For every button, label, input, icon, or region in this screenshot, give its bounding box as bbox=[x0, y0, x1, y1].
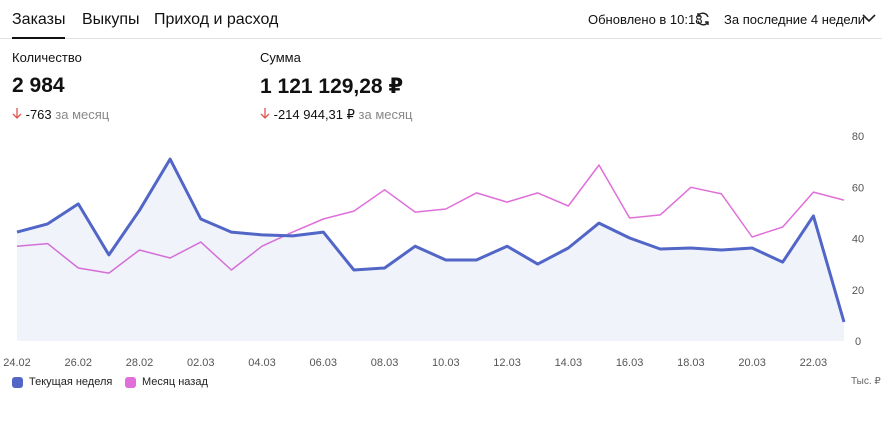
legend-label: Месяц назад bbox=[142, 376, 208, 388]
metric-change: -214 944,31 ₽ за месяц bbox=[260, 107, 413, 123]
change-value: -214 944,31 ₽ bbox=[273, 107, 355, 122]
top-bar: Заказы Выкупы Приход и расход Обновлено … bbox=[0, 0, 882, 39]
update-status: Обновлено в 10:18 bbox=[588, 12, 703, 27]
legend-item[interactable]: Текущая неделя bbox=[12, 376, 112, 388]
legend-label: Текущая неделя bbox=[29, 376, 113, 388]
y-tick-label: 80 bbox=[852, 131, 864, 143]
line bbox=[16, 164, 845, 274]
unit-label: Тыс. ₽ bbox=[851, 376, 881, 387]
legend-item[interactable]: Месяц назад bbox=[125, 376, 208, 388]
down-arrow bbox=[260, 108, 270, 119]
period-select[interactable]: За последние 4 недели bbox=[724, 12, 866, 27]
down-arrow bbox=[12, 108, 22, 119]
x-tick-label: 04.03 bbox=[248, 357, 276, 369]
x-tick-label: 24.02 bbox=[3, 357, 31, 369]
x-tick-label: 02.03 bbox=[187, 357, 215, 369]
metric-value: 2 984 bbox=[12, 74, 65, 97]
tab[interactable]: Выкупы bbox=[82, 11, 140, 28]
metric-label: Количество bbox=[12, 50, 82, 65]
x-tick-label: 12.03 bbox=[493, 357, 521, 369]
change-note: за месяц bbox=[358, 107, 413, 122]
chevron[interactable] bbox=[862, 13, 876, 23]
legend-swatch bbox=[12, 376, 23, 388]
x-tick-label: 06.03 bbox=[310, 357, 338, 369]
y-tick-label: 0 bbox=[855, 336, 861, 348]
x-tick-label: 16.03 bbox=[616, 357, 644, 369]
x-tick-label: 22.03 bbox=[800, 357, 828, 369]
x-tick-label: 18.03 bbox=[677, 357, 705, 369]
metric-change: -763 за месяц bbox=[12, 107, 109, 122]
y-tick-label: 20 bbox=[852, 285, 864, 297]
area bbox=[17, 159, 844, 341]
x-tick-label: 20.03 bbox=[738, 357, 766, 369]
y-tick-label: 60 bbox=[852, 182, 864, 194]
change-note: за месяц bbox=[55, 107, 110, 122]
metric-label: Сумма bbox=[260, 50, 301, 65]
line bbox=[16, 157, 846, 323]
tab[interactable]: Заказы bbox=[12, 11, 66, 39]
x-tick-label: 08.03 bbox=[371, 357, 399, 369]
x-tick-label: 26.02 bbox=[64, 357, 92, 369]
legend-swatch bbox=[125, 376, 136, 388]
y-tick-label: 40 bbox=[852, 234, 864, 246]
x-tick-label: 14.03 bbox=[555, 357, 583, 369]
metric-value: 1 121 129,28 ₽ bbox=[260, 75, 404, 98]
refresh-icon[interactable] bbox=[695, 11, 711, 27]
x-tick-label: 10.03 bbox=[432, 357, 460, 369]
change-value: -763 bbox=[25, 107, 52, 122]
x-tick-label: 28.02 bbox=[126, 357, 154, 369]
tab[interactable]: Приход и расход bbox=[154, 11, 279, 28]
